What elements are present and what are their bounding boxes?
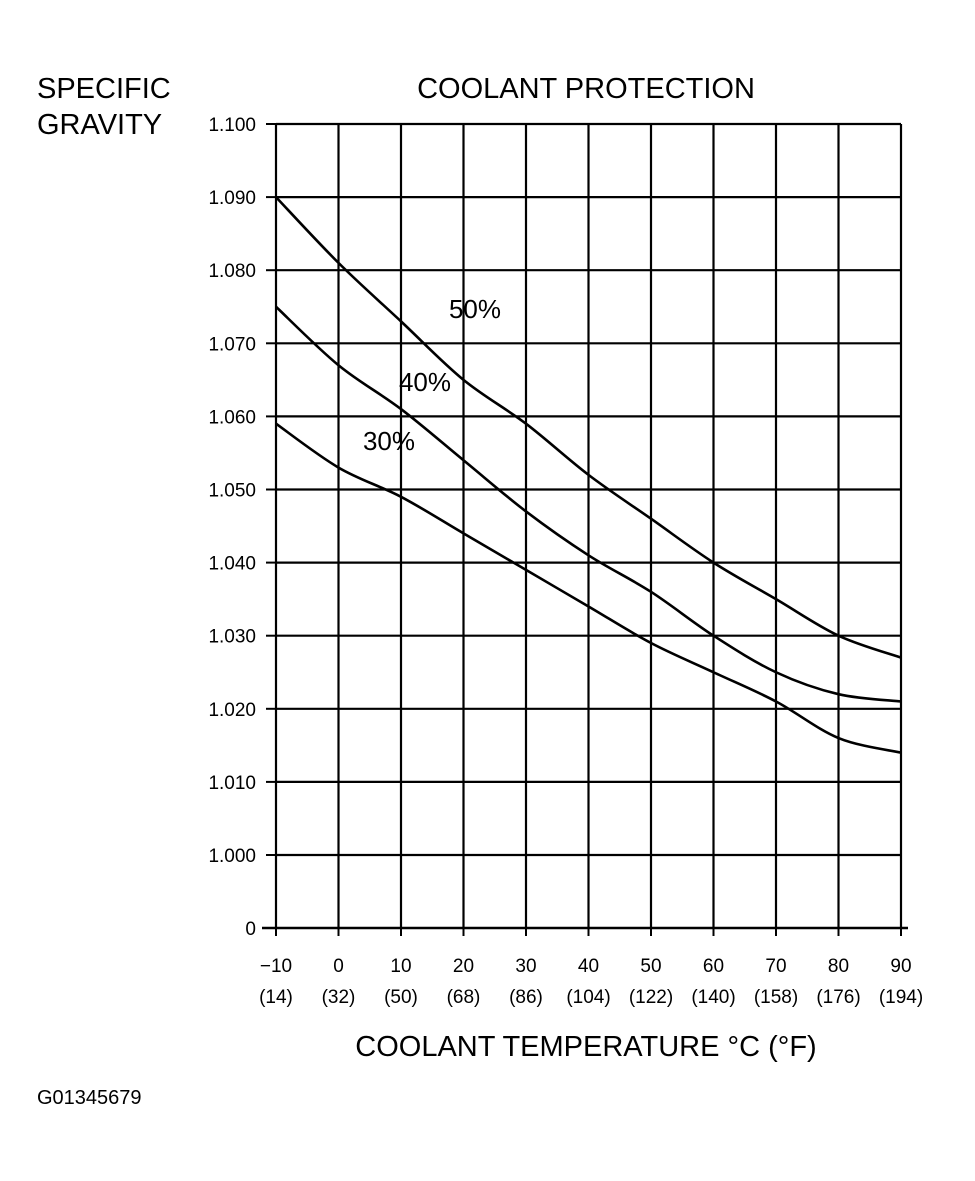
y-tick-label: 1.030 (208, 627, 256, 648)
y-tick-label: 1.020 (208, 700, 256, 721)
series-line-50pct (275, 196, 902, 659)
chart-grid (274, 122, 903, 928)
x-tick-label-fahrenheit: (176) (816, 987, 860, 1008)
figure-id: G01345679 (37, 1087, 142, 1109)
x-tick-label-celsius: 70 (765, 956, 786, 977)
x-tick-label-fahrenheit: (68) (447, 987, 481, 1008)
x-tick-label-celsius: 10 (390, 956, 411, 977)
y-axis-label-line-2: GRAVITY (37, 109, 162, 141)
x-tick-label-fahrenheit: (140) (691, 987, 735, 1008)
y-tick-label: 1.100 (208, 115, 256, 136)
y-tick-label: 1.080 (208, 261, 256, 282)
series-line-40pct (275, 305, 902, 703)
y-tick-label: 1.070 (208, 334, 256, 355)
x-tick-label-celsius: 50 (640, 956, 661, 977)
x-tick-label-fahrenheit: (14) (259, 987, 293, 1008)
x-tick-label-fahrenheit: (194) (879, 987, 923, 1008)
x-tick-label-celsius: 20 (453, 956, 474, 977)
x-tick-label-fahrenheit: (158) (754, 987, 798, 1008)
x-tick-label-celsius: 0 (333, 956, 344, 977)
y-tick-label: 1.090 (208, 188, 256, 209)
chart-title: COOLANT PROTECTION (417, 73, 755, 105)
chart-axes (262, 123, 908, 936)
x-tick-label-fahrenheit: (50) (384, 987, 418, 1008)
y-tick-label: 1.000 (208, 846, 256, 867)
x-tick-label-fahrenheit: (86) (509, 987, 543, 1008)
chart-ticks: 0 1.000 1.010 1.020 1.030 1.040 1.050 1.060 1.07… (208, 115, 923, 1008)
x-tick-label-fahrenheit: (32) (322, 987, 356, 1008)
x-tick-label-celsius: 40 (578, 956, 599, 977)
series-line-30pct (275, 422, 902, 754)
x-tick-label-celsius: 60 (703, 956, 724, 977)
y-tick-label: 1.050 (208, 481, 256, 502)
x-axis-label: COOLANT TEMPERATURE °C (°F) (355, 1031, 816, 1063)
x-tick-label-celsius: 30 (515, 956, 536, 977)
series-label: 40% (399, 367, 451, 397)
series-label: 30% (363, 426, 415, 456)
y-tick-label: 1.010 (208, 773, 256, 794)
x-tick-label-celsius: 80 (828, 956, 849, 977)
series-label: 50% (449, 294, 501, 324)
x-tick-label-fahrenheit: (122) (629, 987, 673, 1008)
y-tick-label: 1.040 (208, 554, 256, 575)
x-tick-label-celsius: 90 (890, 956, 911, 977)
x-tick-label-fahrenheit: (104) (566, 987, 610, 1008)
y-axis-label-line-1: SPECIFIC (37, 73, 171, 105)
y-tick-label: 0 (245, 919, 256, 940)
x-tick-label-celsius: −10 (260, 956, 292, 977)
y-tick-label: 1.060 (208, 407, 256, 428)
chart-series: 50% 40% 30% (275, 196, 902, 754)
